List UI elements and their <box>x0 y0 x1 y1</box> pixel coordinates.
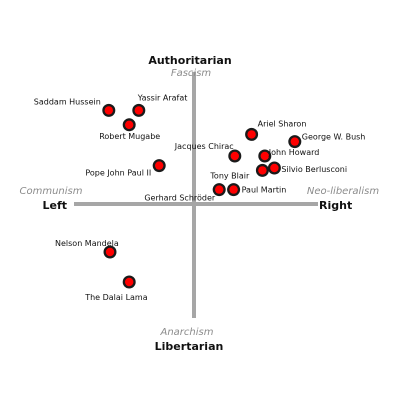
axes-layer <box>74 72 318 318</box>
scatter-point-paul-martin <box>227 183 241 197</box>
left-axis-sublabel: Communism <box>20 186 83 197</box>
scatter-point-gerhard-schroder <box>212 183 226 197</box>
scatter-point-pope-john-paul-ii <box>152 159 166 173</box>
point-label-saddam-hussein: Saddam Hussein <box>34 97 101 106</box>
point-label-jacques-chirac: Jacques Chirac <box>174 142 234 151</box>
point-label-nelson-mandela: Nelson Mandela <box>55 239 119 248</box>
scatter-point-the-dalai-lama <box>122 275 136 289</box>
scatter-point-saddam-hussein <box>102 103 116 117</box>
point-label-silvio-berlusconi: Silvio Berlusconi <box>281 165 347 174</box>
point-fill-george-w-bush <box>290 137 299 146</box>
right-axis-label: Right <box>319 199 352 212</box>
point-label-robert-mugabe: Robert Mugabe <box>99 132 160 141</box>
point-fill-john-howard <box>260 151 269 161</box>
point-label-tony-blair: Tony Blair <box>209 171 250 180</box>
point-label-the-dalai-lama: The Dalai Lama <box>84 293 148 302</box>
point-label-gerhard-schroder: Gerhard Schröder <box>144 194 216 203</box>
point-fill-robert-mugabe <box>125 120 134 129</box>
scatter-point-ariel-sharon <box>245 127 259 141</box>
bottom-axis-label: Libertarian <box>155 340 224 353</box>
point-label-ariel-sharon: Ariel Sharon <box>258 119 307 128</box>
point-label-yassir-arafat: Yassir Arafat <box>137 93 188 102</box>
point-fill-the-dalai-lama <box>125 277 134 287</box>
top-axis-label: Authoritarian <box>148 54 231 67</box>
scatter-point-nelson-mandela <box>103 245 117 259</box>
point-fill-tony-blair <box>258 166 267 175</box>
point-label-paul-martin: Paul Martin <box>242 186 287 195</box>
point-fill-pope-john-paul-ii <box>155 161 164 170</box>
scatter-point-tony-blair <box>255 163 269 177</box>
point-fill-paul-martin <box>229 185 238 194</box>
point-fill-gerhard-schroder <box>215 185 224 194</box>
top-axis-sublabel: Fascism <box>171 68 212 79</box>
points-layer <box>102 103 302 289</box>
bottom-axis-sublabel: Anarchism <box>160 327 214 338</box>
left-axis-label: Left <box>42 199 67 212</box>
scatter-point-john-howard <box>258 149 272 163</box>
point-fill-saddam-hussein <box>104 106 114 115</box>
scatter-point-yassir-arafat <box>132 103 146 117</box>
scatter-point-robert-mugabe <box>122 118 136 132</box>
point-label-george-w-bush: George W. Bush <box>302 133 366 142</box>
point-fill-nelson-mandela <box>105 247 115 257</box>
point-fill-jacques-chirac <box>230 151 239 161</box>
scatter-point-silvio-berlusconi <box>267 161 281 175</box>
right-axis-sublabel: Neo-liberalism <box>307 186 379 197</box>
scatter-point-george-w-bush <box>288 135 302 149</box>
point-label-john-howard: John Howard <box>268 148 320 157</box>
point-label-pope-john-paul-ii: Pope John Paul II <box>85 169 151 178</box>
scatter-point-jacques-chirac <box>228 149 242 163</box>
point-labels-layer: Saddam Hussein Yassir Arafat Robert Mugabe… <box>34 93 366 302</box>
point-fill-silvio-berlusconi <box>270 163 279 173</box>
pole-labels: Authoritarian Fascism Anarchism Libertar… <box>20 54 380 353</box>
point-fill-yassir-arafat <box>134 106 143 115</box>
point-fill-ariel-sharon <box>247 130 256 139</box>
